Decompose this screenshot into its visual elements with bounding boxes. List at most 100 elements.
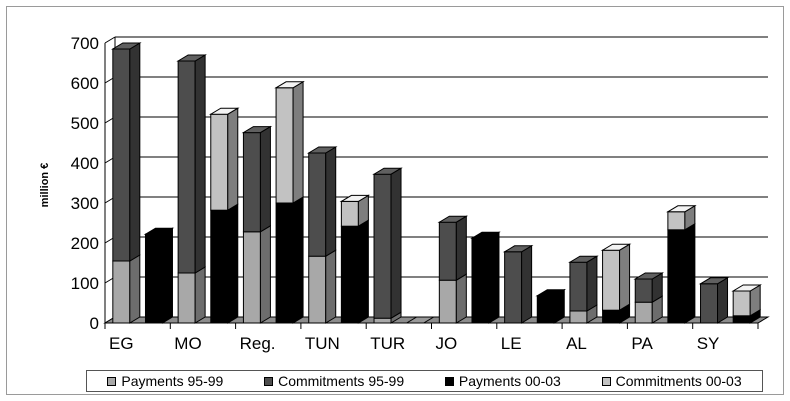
bar-top — [372, 167, 403, 175]
bar-top — [633, 272, 665, 280]
bar-reg-payments-00-03 — [275, 202, 294, 324]
bar-sy-commitments-95-99 — [700, 283, 719, 324]
y-tick-label: 0 — [90, 314, 99, 333]
x-tick-label: LE — [501, 334, 522, 353]
bar-top — [535, 289, 567, 297]
bar-tun-payments-95-99-side — [325, 249, 337, 324]
bar-top — [600, 243, 632, 251]
bar-al-commitments-95-99 — [569, 261, 588, 312]
legend-swatch — [444, 376, 454, 386]
bar-top — [502, 245, 534, 253]
bar-eg-payments-00-03 — [144, 233, 163, 324]
bar-pa-payments-95-99 — [634, 301, 653, 324]
y-tick-label: 200 — [71, 234, 99, 253]
bar-tur-payments-95-99 — [373, 317, 392, 324]
bar-tun-commitments-00-03 — [340, 200, 359, 227]
legend-label: Commitments 95-99 — [278, 373, 405, 389]
bar-top — [176, 54, 207, 62]
bar-jo-commitments-95-99-side — [455, 215, 467, 282]
bar-top — [698, 277, 730, 285]
bar-reg-payments-95-99-side — [259, 224, 271, 324]
x-tick-label: TUN — [305, 334, 340, 353]
bar-eg-payments-95-99 — [112, 260, 131, 324]
bar-al-commitments-95-99-side — [586, 255, 598, 312]
bar-pa-commitments-95-99 — [634, 278, 653, 303]
bar-pa-commitments-00-03 — [667, 211, 686, 231]
y-tick-label: 100 — [71, 274, 99, 293]
bar-jo-payments-00-03-side — [488, 231, 500, 324]
bar-al-commitments-00-03 — [602, 249, 621, 311]
bar-top — [208, 107, 240, 115]
y-tick-label: 700 — [71, 34, 99, 53]
x-tick-label: MO — [174, 334, 201, 353]
bar-reg-payments-00-03-side — [292, 196, 304, 324]
bar-jo-commitments-95-99 — [438, 221, 457, 281]
bar-sy-commitments-00-03 — [732, 290, 751, 317]
bar-jo-payments-95-99 — [438, 279, 457, 324]
legend-label: Payments 00-03 — [458, 373, 561, 389]
bar-eg-commitments-95-99 — [112, 48, 131, 262]
bar-top — [437, 215, 469, 223]
legend-label: Payments 95-99 — [121, 373, 224, 389]
x-tick-label: EG — [109, 334, 134, 353]
bar-top — [111, 42, 142, 50]
bar-mo-commitments-95-99 — [177, 60, 196, 274]
bar-tun-commitments-95-99 — [308, 152, 327, 257]
legend-swatch — [107, 376, 117, 386]
bar-mo-commitments-00-03 — [210, 113, 229, 211]
bar-reg-payments-95-99 — [242, 231, 261, 324]
legend-swatch — [601, 376, 611, 386]
bar-le-commitments-95-99 — [504, 251, 523, 324]
bar-mo-commitments-00-03-side — [227, 107, 239, 212]
bar-reg-commitments-95-99 — [242, 132, 261, 233]
bar-layer — [111, 42, 762, 324]
legend-item: Commitments 95-99 — [264, 373, 404, 389]
bar-tun-commitments-95-99-side — [325, 146, 337, 258]
x-tick-label: AL — [566, 334, 587, 353]
bar-top — [568, 255, 599, 263]
bar-mo-payments-95-99 — [177, 272, 196, 324]
x-tick-label: SY — [697, 334, 720, 353]
bar-tur-commitments-95-99-side — [390, 167, 402, 320]
bar-top — [143, 227, 175, 235]
bar-jo-payments-00-03 — [471, 237, 490, 324]
legend-label: Commitments 00-03 — [615, 373, 742, 389]
x-tick-label: PA — [631, 334, 653, 353]
bar-top — [731, 284, 762, 292]
bar-eg-commitments-95-99-side — [129, 42, 141, 262]
legend-item: Payments 00-03 — [444, 373, 561, 389]
legend: Payments 95-99 Commitments 95-99 Payments … — [86, 370, 763, 392]
bar-top — [339, 194, 371, 202]
y-axis-label: million € — [39, 163, 51, 208]
y-tick-label: 300 — [71, 194, 99, 213]
x-tick-label: JO — [436, 334, 458, 353]
bar-reg-commitments-00-03 — [275, 87, 294, 204]
gridline-connector — [104, 36, 116, 44]
bar-pa-payments-00-03-side — [684, 222, 696, 324]
y-tick-label: 500 — [71, 114, 99, 133]
axis-layer: 0 100 200 300 400 500 600 700 EG MO Reg. TUN TUR JO LE… — [71, 34, 770, 353]
bar-jo-payments-95-99-side — [455, 273, 467, 324]
bar-tun-payments-00-03-side — [357, 219, 369, 324]
legend-item: Payments 95-99 — [107, 373, 223, 389]
bar-le-payments-00-03 — [536, 295, 555, 324]
bar-reg-commitments-00-03-side — [292, 80, 304, 204]
y-tick-label: 400 — [71, 154, 99, 173]
bar-mo-payments-00-03-side — [227, 203, 239, 324]
bar-al-payments-00-03 — [602, 309, 621, 324]
bar-eg-payments-95-99-side — [129, 254, 141, 324]
bar-mo-commitments-95-99-side — [194, 54, 206, 274]
y-tick-label: 600 — [71, 74, 99, 93]
bar-mo-payments-00-03 — [210, 209, 229, 324]
bar-pa-payments-00-03 — [667, 229, 686, 324]
bar-tun-payments-95-99 — [308, 255, 327, 324]
bar-top — [274, 81, 305, 89]
bar-sy-payments-00-03 — [732, 315, 751, 324]
bar-al-commitments-00-03-side — [619, 243, 631, 312]
bar-mo-payments-95-99-side — [194, 266, 206, 324]
bar-top — [241, 126, 273, 134]
bar-eg-payments-00-03-side — [161, 227, 173, 324]
bar-top — [306, 146, 338, 154]
bar-le-commitments-95-99-side — [521, 244, 533, 324]
